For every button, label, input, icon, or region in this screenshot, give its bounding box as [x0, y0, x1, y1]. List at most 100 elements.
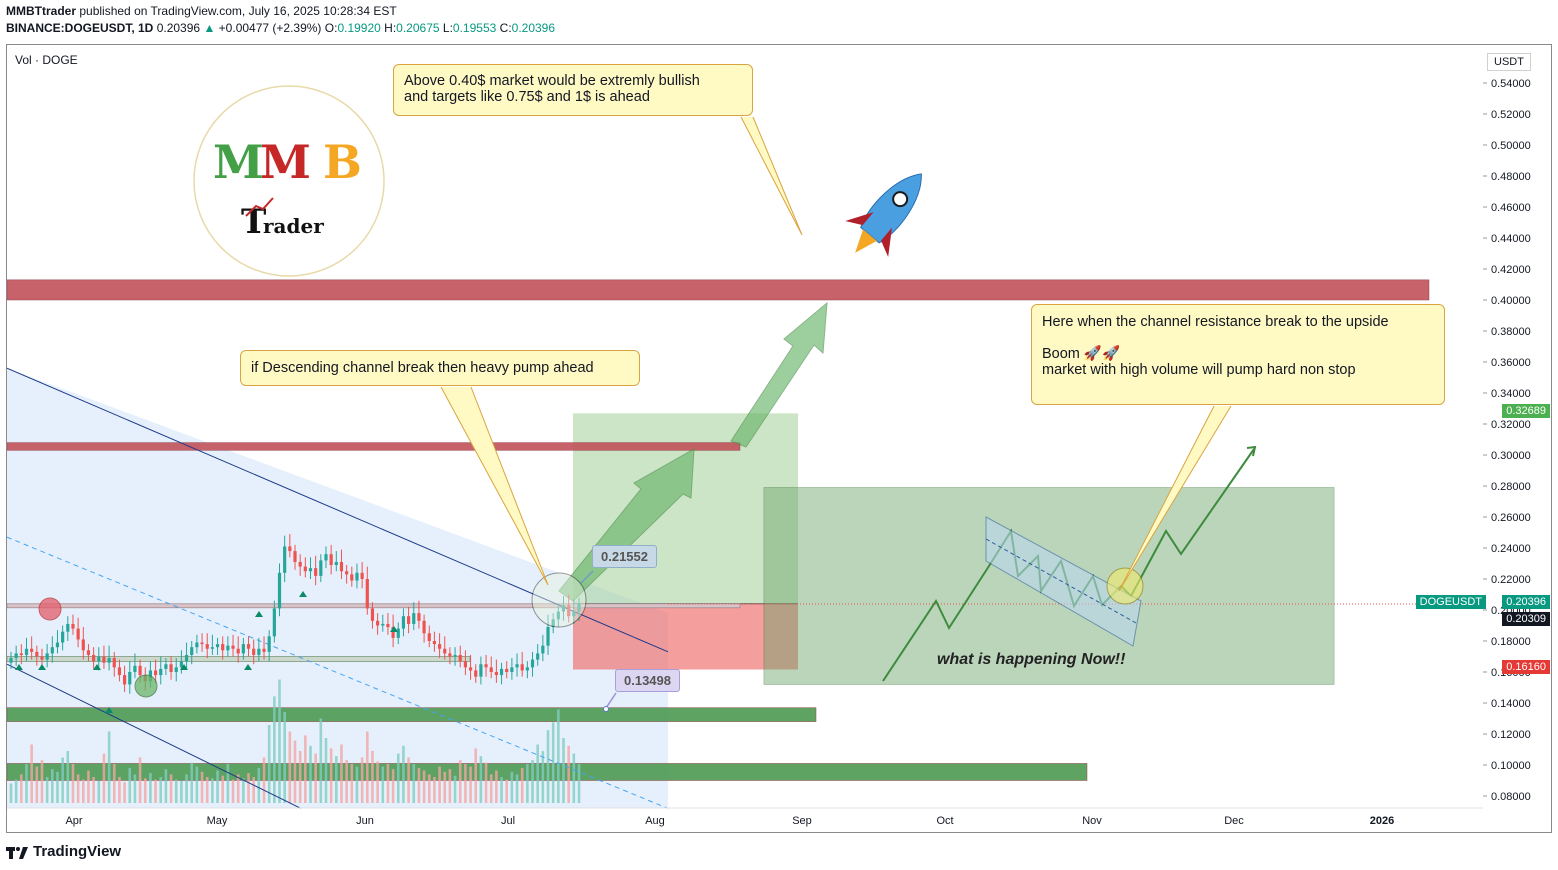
callout-upper-pointer [580, 570, 594, 584]
volume-bar [159, 777, 163, 803]
candle-body [339, 561, 344, 572]
volume-bar [45, 777, 49, 803]
price-tick-label: 0.22000 [1491, 574, 1531, 586]
volume-bar [221, 775, 225, 803]
note-middle-text: if Descending channel break then heavy p… [251, 360, 594, 376]
volume-indicator-label[interactable]: Vol · DOGE [15, 53, 78, 67]
mini-channel-mid [985, 538, 1137, 624]
volume-bar [61, 757, 64, 803]
time-tick-label: May [207, 815, 228, 827]
price-tick-label: 0.44000 [1491, 233, 1531, 245]
volume-bar [505, 779, 509, 803]
close-label: C: [499, 21, 512, 35]
candle-body [55, 642, 60, 648]
tradingview-logo[interactable]: TradingView [6, 843, 121, 860]
candle-body [92, 654, 96, 662]
volume-bar [118, 777, 121, 803]
candle-body [391, 627, 395, 638]
volume-bar [443, 771, 447, 803]
candle-body [520, 664, 524, 671]
candle-body [468, 667, 473, 671]
future-breakout-circle [1106, 567, 1144, 605]
volume-bar [288, 731, 292, 803]
candle-body [448, 653, 452, 657]
candle-body [407, 616, 411, 624]
price-axis: 0.54000 0.52000 0.50000 0.48000 0.46000 0.440… [1483, 45, 1551, 832]
volume-bar [427, 774, 431, 803]
volume-bar [87, 770, 90, 803]
volume-bar [252, 777, 255, 803]
volume-bar [278, 679, 281, 803]
volume-bar [329, 748, 333, 803]
volume-bar [412, 764, 416, 803]
price-axis-bg [1483, 45, 1551, 832]
rocket-fin-right [881, 227, 892, 257]
candle-body [45, 653, 49, 660]
candle-body [546, 627, 550, 646]
volume-bar [386, 764, 390, 803]
price-tick-label: 0.26000 [1491, 512, 1531, 524]
callout-upper[interactable]: 0.21552 [592, 545, 657, 568]
time-tick-label: Oct [936, 815, 953, 827]
candle-body [293, 551, 297, 562]
volume-bar [479, 756, 483, 803]
stop-price-tag: 0.16160 [1502, 660, 1550, 674]
volume-bar [391, 769, 395, 803]
price-tick-label: 0.12000 [1491, 729, 1531, 741]
volume-bar [205, 777, 209, 803]
volume-bar [273, 696, 276, 803]
candle-body [236, 648, 240, 654]
note-top[interactable]: Above 0.40$ market would be extremly bul… [393, 64, 753, 116]
mini-channel [985, 516, 1142, 647]
note-middle[interactable]: if Descending channel break then heavy p… [240, 350, 640, 386]
time-axis: Apr May Jun Jul Aug Sep Oct Nov Dec 2026 [7, 807, 1483, 827]
candle-body [9, 658, 13, 663]
candle-body [107, 658, 111, 663]
volume-bar [138, 757, 142, 803]
time-tick-label: 2026 [1370, 815, 1394, 827]
candle-body [567, 605, 571, 617]
rocket-flame [855, 229, 877, 253]
candle-body [453, 654, 457, 657]
breakout-circle [531, 572, 587, 628]
callout-lower-anchor [603, 706, 609, 712]
time-tick-label: Nov [1082, 815, 1102, 827]
projection-arrowhead [1246, 445, 1257, 457]
volume-bar [143, 778, 147, 803]
candle-body [210, 647, 214, 649]
price-tick-label: 0.18000 [1491, 636, 1531, 648]
volume-bar [226, 764, 230, 803]
candle-body [184, 654, 189, 662]
candle-body [401, 616, 406, 629]
volume-bar [345, 760, 348, 803]
price-tick-label: 0.32000 [1491, 419, 1531, 431]
candle-body [76, 628, 80, 640]
publisher-name[interactable]: MMBTtrader [6, 4, 77, 18]
candle-body [283, 546, 287, 573]
volume-bar [123, 782, 126, 803]
volume-bar [174, 779, 178, 803]
candle-body [308, 568, 313, 572]
candle-body [427, 633, 431, 641]
candle-body [536, 653, 540, 660]
high-value: 0.20675 [396, 21, 440, 35]
candle-body [376, 620, 380, 626]
volume-bar [97, 780, 101, 803]
volume-bar [236, 774, 240, 803]
volume-bar [169, 774, 173, 803]
candle-body [123, 675, 127, 685]
candle-body [365, 579, 369, 609]
volume-bar [546, 730, 550, 803]
candle-body [102, 656, 106, 663]
candle-body [515, 664, 519, 668]
currency-label[interactable]: USDT [1487, 53, 1531, 71]
callout-lower[interactable]: 0.13498 [615, 669, 680, 692]
low-value: 0.19553 [452, 21, 497, 35]
symbol-label[interactable]: BINANCE:DOGEUSDT, 1D [6, 21, 154, 35]
volume-bar [247, 773, 250, 803]
note-right[interactable]: Here when the channel resistance break t… [1031, 304, 1445, 405]
volume-bar [216, 770, 219, 803]
volume-bar [340, 744, 343, 803]
